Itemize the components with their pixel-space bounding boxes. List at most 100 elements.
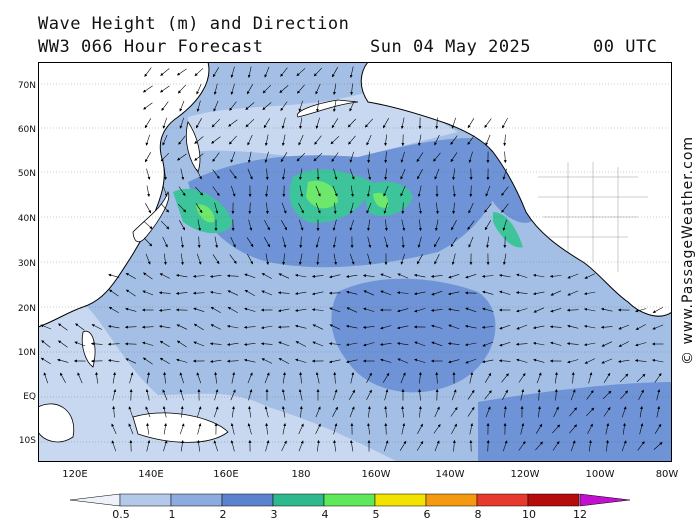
direction-arrow — [486, 439, 490, 452]
colorbar-label: 0.5 — [112, 508, 130, 521]
direction-arrow — [654, 423, 662, 434]
direction-arrow — [277, 291, 290, 295]
direction-arrow — [212, 254, 220, 265]
direction-arrow — [332, 185, 338, 197]
direction-arrow — [451, 117, 456, 129]
direction-arrow — [108, 273, 120, 278]
direction-arrow — [299, 371, 303, 384]
direction-arrow — [499, 324, 511, 330]
direction-arrow — [244, 273, 256, 279]
direction-arrow — [329, 359, 341, 364]
direction-arrow — [295, 358, 307, 363]
direction-arrow — [145, 389, 150, 401]
colorbar-right-cap — [579, 493, 631, 507]
direction-arrow — [569, 407, 577, 417]
direction-arrow — [145, 406, 151, 418]
direction-arrow — [230, 236, 236, 248]
direction-arrow — [125, 289, 136, 297]
direction-arrow — [434, 406, 440, 418]
direction-arrow — [107, 342, 120, 346]
direction-arrow — [401, 405, 405, 418]
direction-arrow — [295, 341, 307, 347]
direction-arrow — [281, 202, 287, 214]
direction-arrow — [163, 371, 167, 384]
direction-arrow — [328, 342, 341, 346]
direction-arrow — [281, 440, 287, 452]
direction-arrow — [571, 371, 575, 384]
direction-arrow — [400, 117, 405, 129]
direction-arrow — [298, 202, 304, 214]
direction-arrow — [176, 68, 187, 76]
direction-arrow — [605, 423, 610, 435]
direction-arrow — [197, 439, 201, 452]
direction-arrow — [399, 440, 407, 451]
direction-arrow — [417, 423, 423, 434]
direction-arrow — [584, 342, 596, 347]
direction-arrow — [315, 185, 321, 197]
direction-arrow — [280, 101, 288, 111]
direction-arrow — [333, 253, 338, 265]
direction-arrow — [349, 151, 354, 163]
direction-arrow — [537, 388, 541, 401]
colorbar-segment — [272, 493, 325, 507]
direction-arrow — [484, 118, 492, 128]
direction-arrow — [585, 407, 595, 417]
direction-arrow — [652, 324, 664, 330]
direction-arrow — [482, 341, 494, 347]
direction-arrow — [159, 357, 170, 365]
direction-arrow — [246, 84, 254, 95]
direction-arrow — [299, 236, 303, 249]
forecast-time: 00 UTC — [593, 37, 658, 57]
direction-arrow — [350, 440, 354, 452]
direction-arrow — [485, 134, 491, 146]
direction-arrow — [299, 185, 304, 197]
direction-arrow — [299, 219, 304, 231]
direction-arrow — [518, 441, 526, 451]
direction-arrow — [142, 290, 154, 296]
direction-arrow — [435, 117, 439, 130]
direction-arrow — [350, 83, 354, 96]
direction-arrow — [159, 340, 170, 348]
colorbar-label: 4 — [321, 508, 329, 521]
lat-label: 30N — [17, 259, 36, 269]
direction-arrow — [281, 134, 286, 146]
direction-arrow — [333, 423, 338, 435]
direction-arrow — [125, 358, 137, 364]
lat-label: 60N — [17, 125, 36, 135]
direction-arrow — [400, 253, 405, 265]
direction-arrow — [108, 359, 120, 363]
direction-arrow — [418, 371, 422, 384]
direction-arrow — [195, 186, 204, 196]
direction-arrow — [143, 102, 153, 110]
direction-arrow — [416, 440, 424, 451]
lat-label: 70N — [17, 81, 36, 91]
direction-arrow — [282, 168, 286, 180]
direction-arrow — [567, 324, 579, 329]
direction-arrow — [502, 117, 508, 129]
lon-label: 140E — [138, 469, 164, 480]
wave-map — [38, 62, 672, 462]
direction-arrow — [467, 220, 475, 230]
direction-arrow — [638, 389, 644, 401]
direction-arrow — [162, 134, 168, 146]
direction-arrow — [143, 272, 153, 280]
direction-arrow — [296, 152, 306, 162]
direction-arrow — [346, 274, 358, 278]
colorbar-segment — [323, 493, 376, 507]
direction-arrow — [112, 405, 116, 418]
direction-arrow — [601, 358, 613, 364]
new-guinea — [132, 412, 229, 443]
direction-arrow — [180, 168, 185, 180]
direction-arrow — [363, 342, 375, 347]
direction-arrow — [179, 117, 184, 129]
direction-arrow — [384, 134, 388, 146]
direction-arrow — [486, 236, 490, 248]
direction-arrow — [417, 185, 422, 197]
direction-arrow — [230, 151, 236, 163]
lon-label: 120W — [510, 469, 540, 480]
direction-arrow — [637, 441, 645, 451]
direction-arrow — [243, 325, 256, 329]
direction-arrow — [179, 423, 185, 435]
direction-arrow — [280, 67, 288, 77]
direction-arrow — [635, 324, 646, 330]
